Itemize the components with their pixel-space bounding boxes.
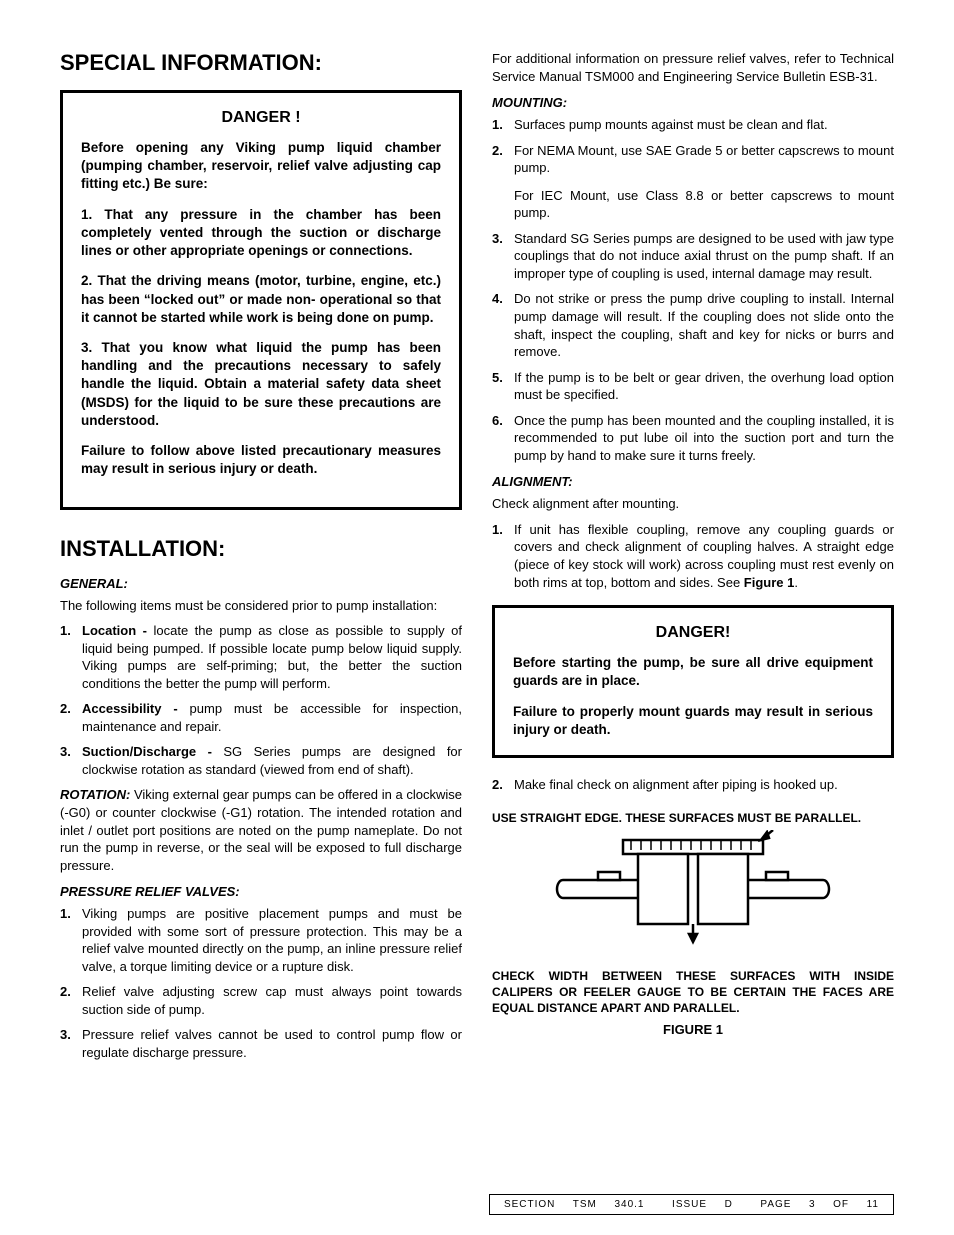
list-item: For NEMA Mount, use SAE Grade 5 or bette… xyxy=(492,142,894,222)
prv-subheading: PRESSURE RELIEF VALVES: xyxy=(60,884,462,899)
align-1a: If unit has flexible coupling, remove an… xyxy=(514,522,894,590)
footer-page-of: OF xyxy=(833,1199,849,1210)
alignment-figure-icon xyxy=(543,830,843,960)
alignment-list-2: Make final check on alignment after pipi… xyxy=(492,776,894,794)
list-item: If the pump is to be belt or gear driven… xyxy=(492,369,894,404)
danger-box-1: DANGER ! Before opening any Viking pump … xyxy=(60,90,462,510)
two-column-layout: SPECIAL INFORMATION: DANGER ! Before ope… xyxy=(60,50,894,1070)
danger2-p2: Failure to properly mount guards may res… xyxy=(513,703,873,739)
footer-section-lbl: SECTION xyxy=(504,1199,555,1210)
footer-section-val: TSM xyxy=(573,1199,597,1210)
list-item: Accessibility - pump must be accessible … xyxy=(60,700,462,735)
danger-intro: Before opening any Viking pump liquid ch… xyxy=(81,139,441,194)
figure-caption-top: USE STRAIGHT EDGE. THESE SURFACES MUST B… xyxy=(492,810,894,826)
left-column: SPECIAL INFORMATION: DANGER ! Before ope… xyxy=(60,50,462,1070)
general-subheading: GENERAL: xyxy=(60,576,462,591)
danger-title: DANGER ! xyxy=(81,109,441,127)
footer-page-cur: 3 xyxy=(809,1199,816,1210)
accessibility-label: Accessibility - xyxy=(82,701,178,716)
list-item: Surfaces pump mounts against must be cle… xyxy=(492,116,894,134)
list-item: Suction/Discharge - SG Series pumps are … xyxy=(60,743,462,778)
mounting-subheading: MOUNTING: xyxy=(492,95,894,110)
page: SPECIAL INFORMATION: DANGER ! Before ope… xyxy=(0,0,954,1235)
list-item: Viking pumps are positive placement pump… xyxy=(60,905,462,975)
list-item: Do not strike or press the pump drive co… xyxy=(492,290,894,360)
rotation-paragraph: ROTATION: Viking external gear pumps can… xyxy=(60,786,462,874)
danger-point-2: 2. That the driving means (motor, turbin… xyxy=(81,272,441,327)
list-item: Location - locate the pump as close as p… xyxy=(60,622,462,692)
align-1c: . xyxy=(794,575,798,590)
right-column: For additional information on pressure r… xyxy=(492,50,894,1070)
alignment-subheading: ALIGNMENT: xyxy=(492,474,894,489)
danger-point-3: 3. That you know what liquid the pump ha… xyxy=(81,339,441,430)
list-item: If unit has flexible coupling, remove an… xyxy=(492,521,894,591)
installation-heading: INSTALLATION: xyxy=(60,536,462,562)
footer-issue-lbl: ISSUE xyxy=(672,1199,707,1210)
danger-text: Before starting the pump, be sure all dr… xyxy=(513,654,873,739)
danger-title: DANGER! xyxy=(513,624,873,642)
figure-caption-bottom: CHECK WIDTH BETWEEN THESE SURFACES WITH … xyxy=(492,968,894,1017)
footer-bar: SECTION TSM 340.1 ISSUE D PAGE 3 OF 11 xyxy=(489,1194,894,1215)
footer-page-total: 11 xyxy=(867,1199,879,1210)
special-information-heading: SPECIAL INFORMATION: xyxy=(60,50,462,76)
align-1b: Figure 1 xyxy=(744,575,795,590)
footer-section-num: 340.1 xyxy=(614,1199,644,1210)
list-item: Make final check on alignment after pipi… xyxy=(492,776,894,794)
intro-paragraph: For additional information on pressure r… xyxy=(492,50,894,85)
alignment-list-1: If unit has flexible coupling, remove an… xyxy=(492,521,894,591)
figure-label: FIGURE 1 xyxy=(492,1022,894,1037)
general-intro: The following items must be considered p… xyxy=(60,597,462,615)
general-list: Location - locate the pump as close as p… xyxy=(60,622,462,778)
location-label: Location - xyxy=(82,623,147,638)
list-item: Pressure relief valves cannot be used to… xyxy=(60,1026,462,1061)
danger-box-2: DANGER! Before starting the pump, be sur… xyxy=(492,605,894,758)
mount-2b: For IEC Mount, use Class 8.8 or better c… xyxy=(514,188,894,221)
danger2-p1: Before starting the pump, be sure all dr… xyxy=(513,654,873,690)
suction-label: Suction/Discharge - xyxy=(82,744,212,759)
mounting-list: Surfaces pump mounts against must be cle… xyxy=(492,116,894,464)
footer-issue-val: D xyxy=(725,1199,733,1210)
danger-point-1: 1. That any pressure in the chamber has … xyxy=(81,206,441,261)
list-item: Relief valve adjusting screw cap must al… xyxy=(60,983,462,1018)
footer-page-lbl: PAGE xyxy=(760,1199,791,1210)
mount-2a: For NEMA Mount, use SAE Grade 5 or bette… xyxy=(514,143,894,176)
list-item: Standard SG Series pumps are designed to… xyxy=(492,230,894,283)
alignment-intro: Check alignment after mounting. xyxy=(492,495,894,513)
rotation-label: ROTATION: xyxy=(60,787,130,802)
prv-list: Viking pumps are positive placement pump… xyxy=(60,905,462,1061)
danger-warning: Failure to follow above listed precautio… xyxy=(81,442,441,478)
list-item: Once the pump has been mounted and the c… xyxy=(492,412,894,465)
danger-text: Before opening any Viking pump liquid ch… xyxy=(81,139,441,479)
